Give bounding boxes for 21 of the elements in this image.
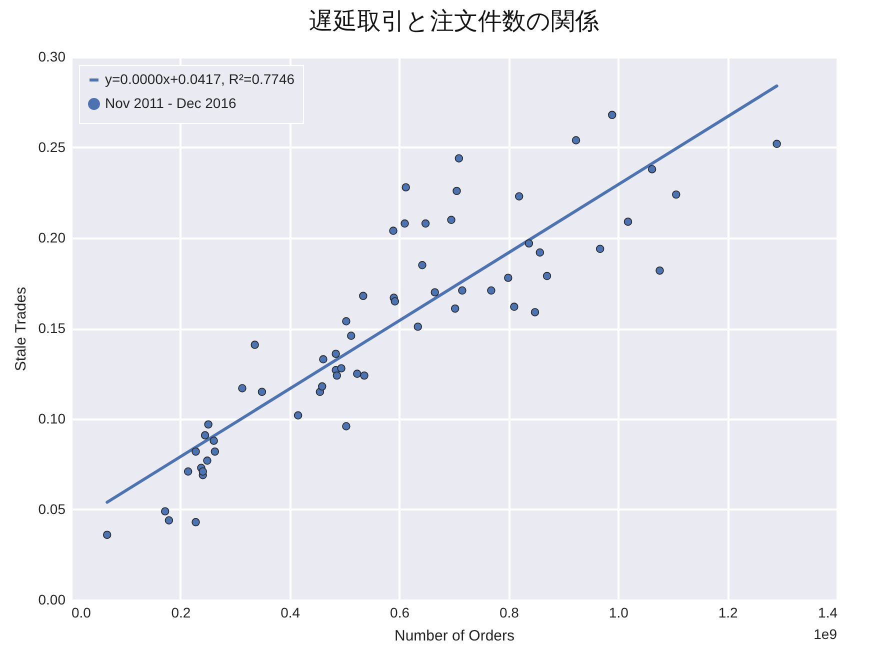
x-tick-label: 0.0	[72, 604, 92, 620]
y-tick-label: 0.15	[38, 320, 66, 336]
y-tick-label: 0.25	[38, 139, 66, 155]
legend-label: Nov 2011 - Dec 2016	[105, 95, 236, 111]
legend-label: y=0.0000x+0.0417, R²=0.7746	[105, 71, 295, 87]
y-tick-label: 0.20	[38, 230, 66, 246]
y-tick-label: 0.30	[38, 48, 66, 64]
y-tick-label: 0.10	[38, 410, 66, 426]
x-tick-label: 1.0	[608, 604, 629, 620]
x-tick-label: 0.8	[499, 604, 520, 620]
y-axis-title: Stale Trades	[12, 286, 30, 372]
x-tick-label: 1.2	[718, 604, 738, 620]
x-tick-label: 1.4	[818, 604, 838, 620]
x-axis-title: Number of Orders	[394, 628, 515, 644]
x-tick-label: 0.6	[390, 604, 410, 620]
y-tick-label: 0.05	[38, 501, 66, 517]
x-tick-label: 0.2	[171, 604, 191, 620]
x-tick-label: 0.4	[280, 604, 300, 620]
text: 1e9	[814, 626, 838, 642]
chart-title: 遅延取引と注文件数の関係	[309, 8, 599, 35]
y-tick-label: 0.00	[38, 592, 66, 608]
